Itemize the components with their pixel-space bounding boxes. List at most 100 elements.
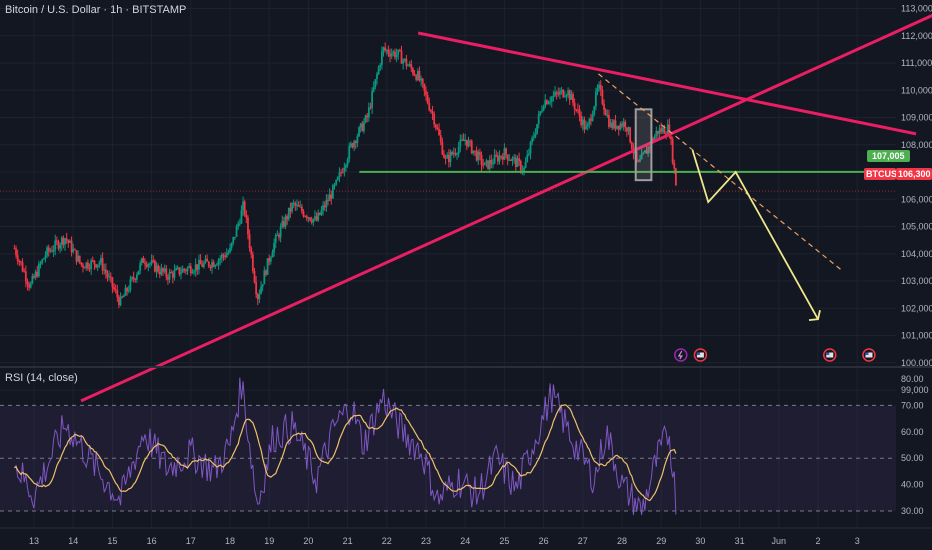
candle-body <box>599 84 602 90</box>
time-tick-label: 14 <box>68 536 78 546</box>
candle-body <box>563 96 566 98</box>
candle-body <box>485 160 488 163</box>
annotation-layer <box>0 13 932 403</box>
candle-body <box>132 277 135 279</box>
candle-body <box>167 276 169 280</box>
candle-body <box>176 267 179 269</box>
candle-body <box>67 240 70 243</box>
candle-body <box>529 141 532 154</box>
candle-body <box>300 206 303 212</box>
candle-body <box>501 156 504 160</box>
candle-body <box>560 89 563 92</box>
candle-body <box>647 146 650 154</box>
candle-body <box>516 158 519 167</box>
candle-body <box>363 122 365 131</box>
candle-body <box>436 127 439 130</box>
candle-body <box>178 267 181 275</box>
candle-body <box>518 158 520 162</box>
candle-body <box>127 290 130 292</box>
candle-body <box>60 237 63 246</box>
event-markers[interactable] <box>674 348 876 362</box>
chart-title: Bitcoin / U.S. Dollar · 1h · BITSTAMP <box>5 4 187 16</box>
candle-body <box>201 264 204 267</box>
projection-path <box>691 149 819 320</box>
candle-body <box>539 111 542 115</box>
candle-body <box>389 53 391 57</box>
candle-body <box>219 258 222 260</box>
candle-body <box>578 109 581 117</box>
candle-body <box>325 199 328 208</box>
candle-body <box>72 249 75 253</box>
event-marker-icon[interactable] <box>823 348 837 362</box>
candle-body <box>673 162 676 169</box>
candle-body <box>209 266 212 268</box>
candle-body <box>444 157 447 159</box>
candle-body <box>443 154 445 158</box>
candle-body <box>108 276 111 278</box>
candle-body <box>541 110 543 112</box>
candle-body <box>555 92 558 94</box>
candle-body <box>152 260 155 262</box>
candle-body <box>283 221 285 227</box>
candle-body <box>568 90 571 100</box>
candle-body <box>639 159 641 162</box>
time-tick-label: 15 <box>107 536 117 546</box>
candle-body <box>590 118 592 121</box>
time-tick-label: 13 <box>29 536 39 546</box>
candle-body <box>149 263 151 265</box>
event-marker-icon[interactable] <box>862 348 876 362</box>
candle-body <box>299 206 302 208</box>
candle-body <box>640 154 643 160</box>
candle-body <box>73 249 76 251</box>
candle-body <box>100 257 102 263</box>
candle-body <box>332 185 334 199</box>
candle-body <box>469 140 471 142</box>
rsi-tick-label: 30.00 <box>901 506 924 516</box>
candle-body <box>175 268 177 271</box>
candle-body <box>514 157 517 167</box>
candle-body <box>111 277 114 288</box>
candle-body <box>550 97 553 102</box>
candle-body <box>591 114 594 121</box>
event-marker-icon[interactable] <box>674 348 688 362</box>
candle-body <box>456 153 458 155</box>
candle-body <box>294 203 297 206</box>
candle-body <box>503 148 506 160</box>
candle-body <box>545 100 548 105</box>
candle-body <box>425 90 427 96</box>
candle-body <box>470 140 473 154</box>
rsi-tick-label: 80.00 <box>901 374 924 384</box>
candle-body <box>232 237 235 243</box>
candle-body <box>346 159 349 165</box>
price-tick-label: 101,000 <box>901 331 932 341</box>
candle-body <box>312 218 315 223</box>
candle-body <box>212 262 215 267</box>
event-marker-icon[interactable] <box>693 348 708 362</box>
rsi-moving-average <box>14 404 677 502</box>
candle-body <box>348 146 351 160</box>
rsi-tick-label: 70.00 <box>901 400 924 410</box>
candle-body <box>250 248 253 255</box>
candle-body <box>122 295 125 298</box>
candle-body <box>147 264 150 267</box>
candle-body <box>260 286 262 294</box>
candle-body <box>374 79 377 88</box>
candle-body <box>523 167 525 171</box>
candle-body <box>394 51 396 58</box>
candle-body <box>109 276 112 278</box>
candle-body <box>405 58 408 66</box>
time-tick-label: 18 <box>225 536 235 546</box>
candle-body <box>279 226 282 238</box>
candle-body <box>431 111 434 114</box>
candle-body <box>36 271 39 277</box>
candle-body <box>387 49 390 54</box>
candle-body <box>157 265 160 272</box>
candle-body <box>225 253 228 258</box>
candle-body <box>626 127 628 132</box>
candle-body <box>217 259 220 265</box>
candle-body <box>199 259 202 265</box>
candle-body <box>284 216 287 227</box>
candle-body <box>459 139 462 147</box>
candle-body <box>482 164 485 166</box>
